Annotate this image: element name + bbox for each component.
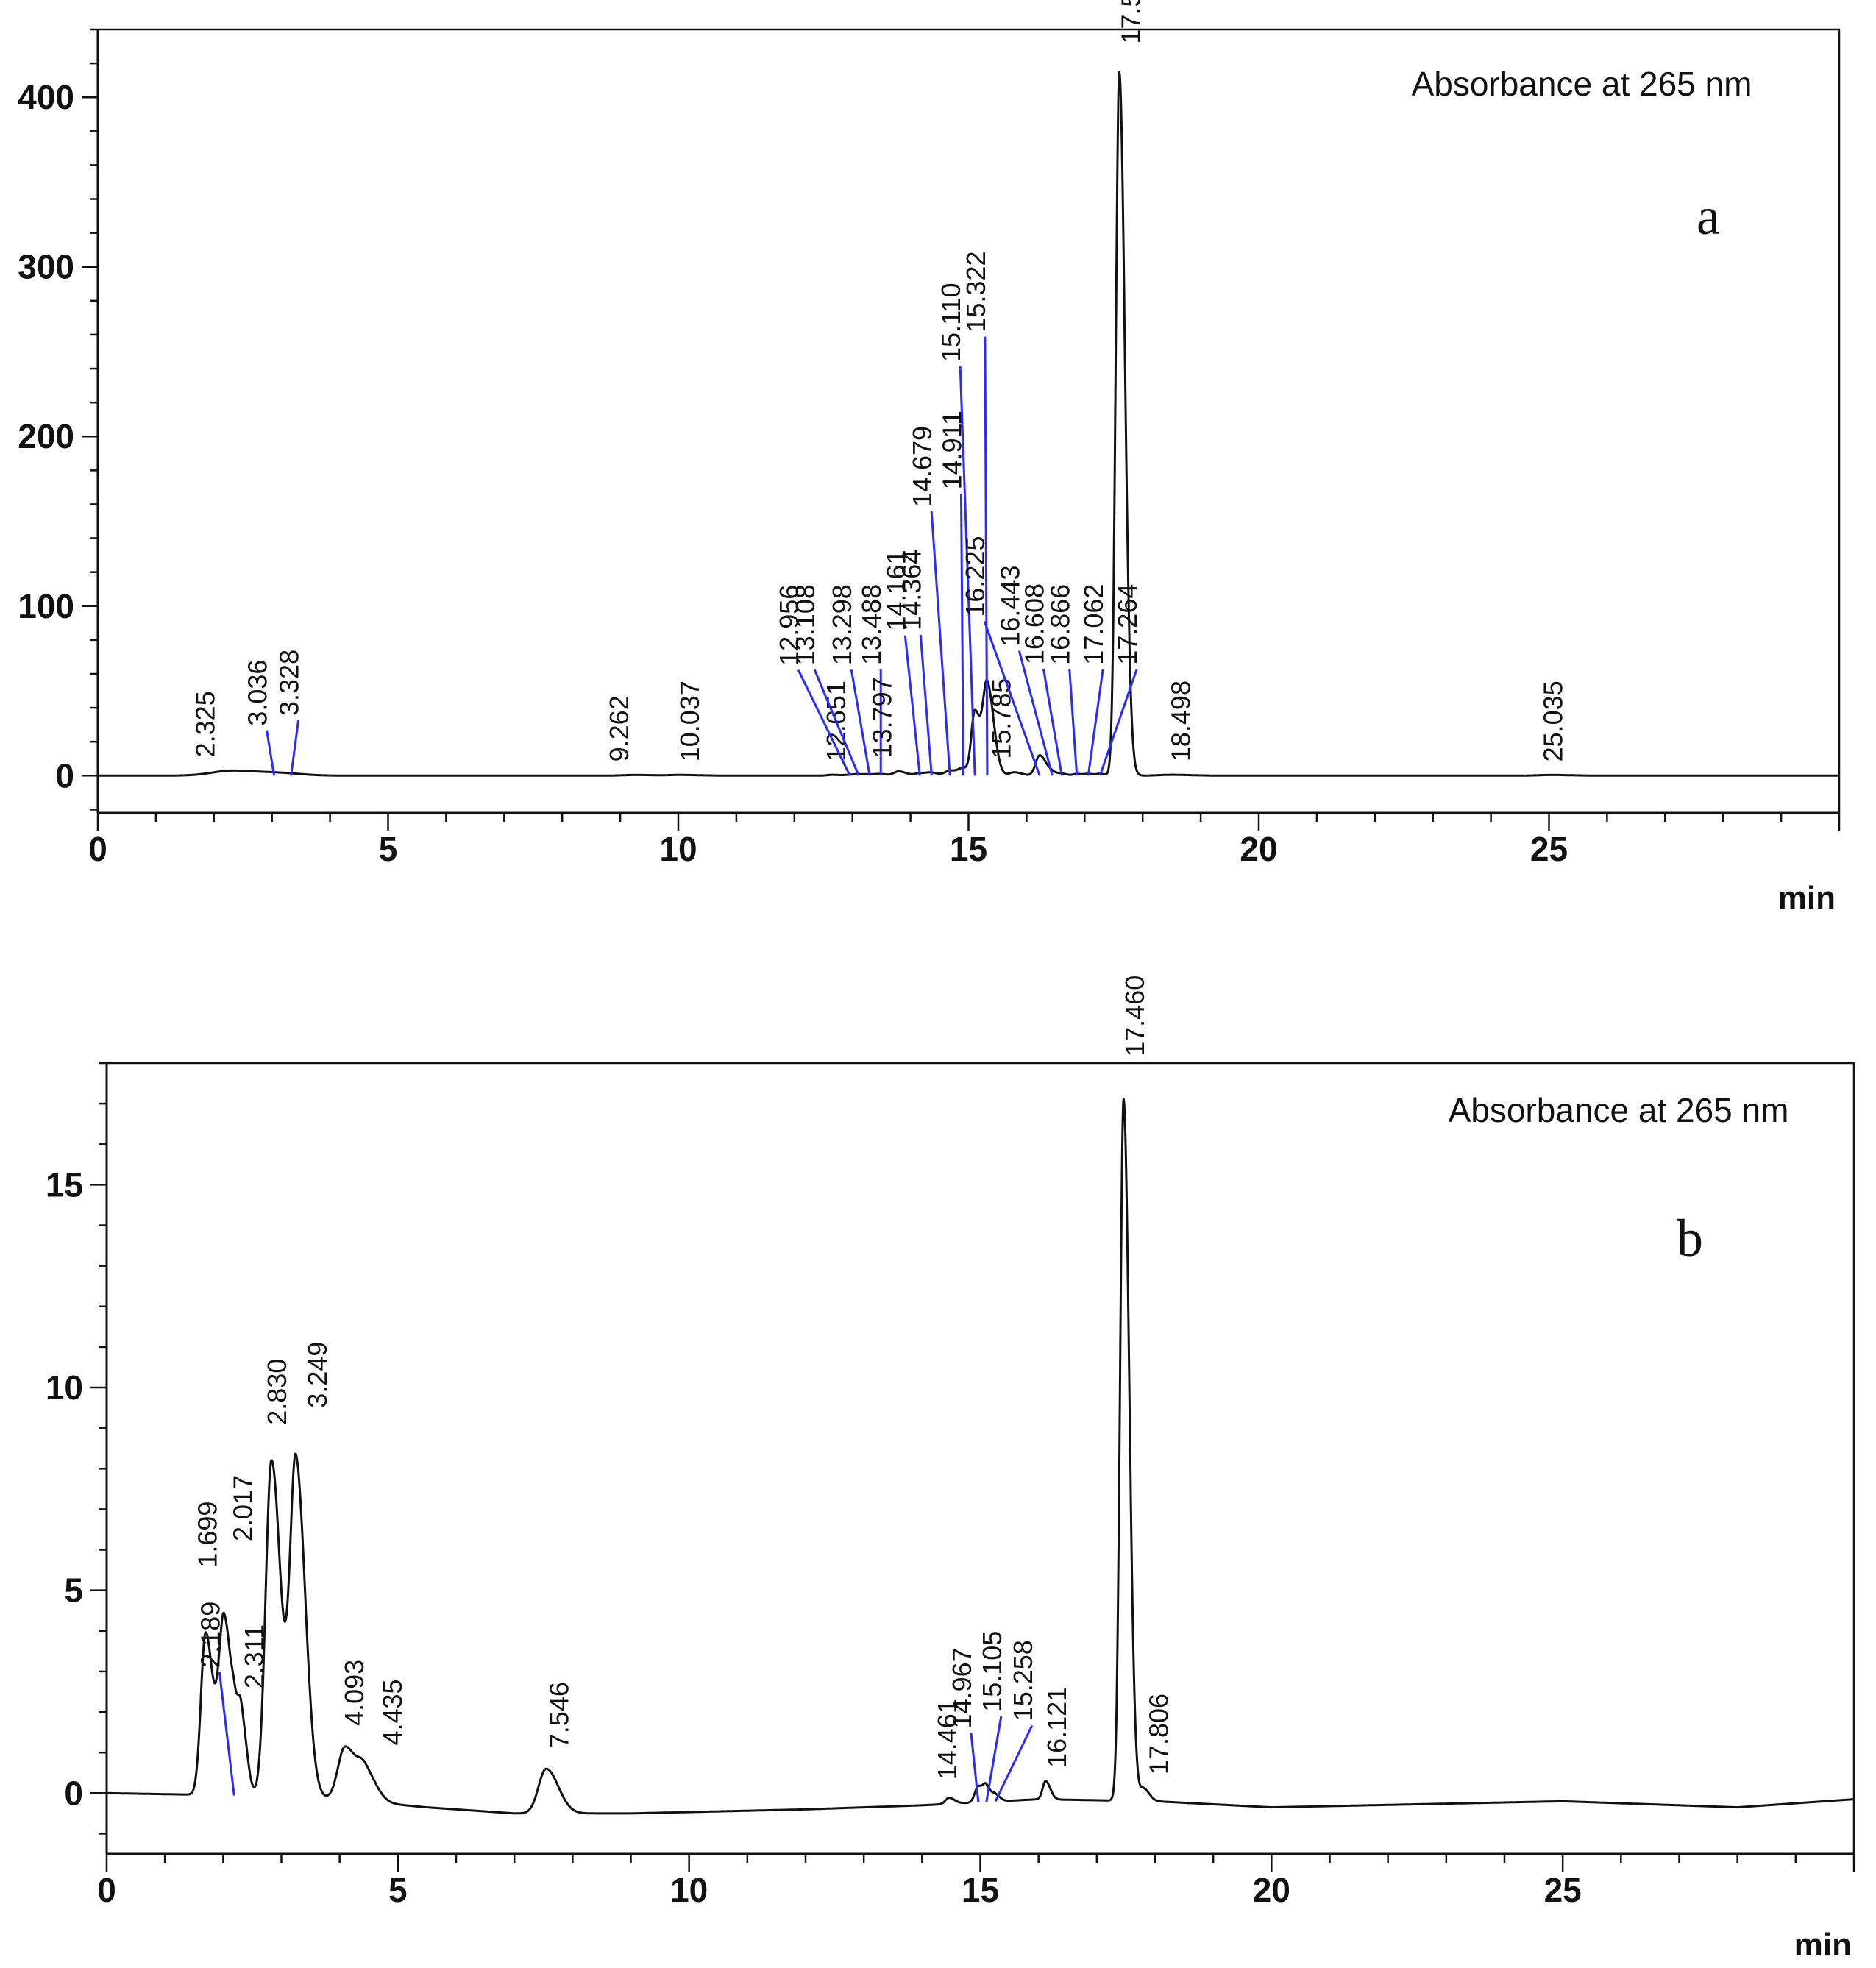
peak-leader-line bbox=[994, 1724, 1034, 1802]
peak-label: 13.108 bbox=[790, 584, 820, 665]
peak-label: 12.956 bbox=[774, 585, 804, 666]
peak-leader-line bbox=[797, 669, 851, 776]
peak-label: 10.037 bbox=[675, 681, 705, 761]
x-tick-label: 10 bbox=[670, 1871, 708, 1909]
peak-leader-line bbox=[959, 366, 976, 776]
peak-label: 15.110 bbox=[936, 283, 966, 362]
peak-label: 16.443 bbox=[995, 566, 1025, 647]
y-tick-label: 5 bbox=[64, 1571, 83, 1610]
x-tick-label: 25 bbox=[1530, 830, 1568, 868]
x-tick-label: 0 bbox=[97, 1871, 116, 1909]
chart-title: Absorbance at 265 nm bbox=[1412, 65, 1752, 103]
peak-label: 17.597 bbox=[1115, 0, 1145, 44]
peak-label: 4.435 bbox=[377, 1679, 408, 1745]
peak-label: 16.608 bbox=[1019, 583, 1049, 664]
peak-label: 13.298 bbox=[827, 584, 857, 665]
peak-leader-line bbox=[959, 494, 964, 776]
chart-panel-a: 0 5 10 15 20 25 0 100 200 300 400 min Absorbance at … bbox=[18, 0, 1841, 916]
peak-label: 15.105 bbox=[977, 1631, 1007, 1712]
peak-leader-line bbox=[930, 511, 951, 776]
chromatogram-trace bbox=[105, 1098, 1855, 1815]
peak-label: 3.328 bbox=[274, 650, 305, 716]
peak-leader-line bbox=[266, 730, 276, 776]
y-tick-label: 10 bbox=[46, 1368, 83, 1407]
peak-label: 13.488 bbox=[856, 584, 887, 665]
chart-title: Absorbance at 265 nm bbox=[1449, 1091, 1789, 1129]
peak-leader-line bbox=[919, 634, 933, 776]
peak-label: 25.035 bbox=[1538, 681, 1568, 761]
y-tick-label: 0 bbox=[64, 1774, 83, 1812]
x-tick-label: 5 bbox=[379, 830, 398, 868]
plot-frame bbox=[98, 28, 1841, 813]
peak-label: 1.699 bbox=[193, 1502, 223, 1568]
peak-label: 14.461 bbox=[932, 1699, 962, 1780]
plot-frame bbox=[107, 1062, 1855, 1854]
x-tick-label: 5 bbox=[388, 1871, 408, 1909]
peak-leader-line bbox=[813, 669, 860, 776]
peak-label: 15.322 bbox=[961, 252, 991, 333]
panel-letter: a bbox=[1696, 187, 1720, 246]
chromatogram-trace bbox=[96, 71, 1841, 777]
peak-label: 16.121 bbox=[1042, 1687, 1072, 1768]
peak-leader-line bbox=[1068, 669, 1079, 776]
peak-label: 17.806 bbox=[1144, 1694, 1174, 1775]
peak-label: 15.785 bbox=[986, 678, 1016, 759]
y-tick-label: 400 bbox=[18, 78, 74, 116]
peak-label: 14.967 bbox=[947, 1647, 977, 1728]
peak-label: 14.161 bbox=[881, 550, 911, 630]
peak-label: 17.062 bbox=[1079, 584, 1109, 665]
peak-label: 2.325 bbox=[190, 691, 220, 757]
x-tick-label: 15 bbox=[962, 1871, 999, 1909]
peak-label: 15.258 bbox=[1008, 1640, 1038, 1721]
peak-label: 18.498 bbox=[1165, 681, 1195, 761]
panel-letter: b bbox=[1677, 1209, 1703, 1268]
peak-leader-line bbox=[1042, 668, 1063, 776]
peak-label: 3.036 bbox=[243, 660, 273, 726]
peak-leader-line bbox=[1087, 669, 1104, 776]
peak-leader-line bbox=[1098, 669, 1138, 776]
x-tick-label: 0 bbox=[88, 830, 107, 868]
x-axis-label: min bbox=[1778, 880, 1836, 916]
peak-label: 9.262 bbox=[604, 695, 634, 761]
peak-leader-line bbox=[218, 1672, 235, 1796]
peak-label: 14.364 bbox=[896, 550, 926, 630]
x-tick-label: 10 bbox=[659, 830, 697, 868]
peak-label: 17.264 bbox=[1112, 584, 1143, 665]
peak-label: 13.797 bbox=[867, 677, 898, 758]
peak-leader-line bbox=[985, 1716, 1003, 1802]
peak-leader-line bbox=[984, 336, 989, 776]
y-tick-label: 100 bbox=[18, 587, 74, 625]
peak-leader-line bbox=[1017, 650, 1054, 776]
x-tick-label: 15 bbox=[950, 830, 987, 868]
peak-label: 3.249 bbox=[302, 1342, 333, 1408]
x-axis-label: min bbox=[1794, 1927, 1852, 1963]
y-tick-label: 200 bbox=[18, 417, 74, 455]
peak-label: 14.679 bbox=[907, 426, 937, 507]
y-tick-label: 0 bbox=[55, 756, 74, 795]
peak-label: 16.866 bbox=[1045, 584, 1076, 665]
peak-label: 2.830 bbox=[262, 1359, 292, 1425]
peak-leader-line bbox=[850, 669, 871, 776]
peak-label: 4.093 bbox=[339, 1660, 369, 1726]
chart-panel-b: 0 5 10 15 20 25 0 5 10 15 min Absorbance at 265 nm b… bbox=[46, 976, 1855, 1963]
peak-label: 16.225 bbox=[960, 536, 990, 617]
peak-label: 2.311 bbox=[239, 1624, 269, 1688]
y-tick-label: 15 bbox=[46, 1165, 83, 1204]
x-tick-label: 20 bbox=[1253, 1871, 1290, 1909]
peak-leader-line bbox=[970, 1733, 980, 1803]
peak-leader-line bbox=[290, 720, 300, 776]
peak-label: 17.460 bbox=[1120, 976, 1150, 1056]
peak-label: 2.189 bbox=[195, 1602, 225, 1668]
x-tick-label: 25 bbox=[1544, 1871, 1582, 1909]
peak-label: 7.546 bbox=[544, 1682, 574, 1748]
peak-label: 2.017 bbox=[228, 1475, 258, 1541]
x-tick-label: 20 bbox=[1240, 830, 1277, 868]
y-tick-label: 300 bbox=[18, 248, 74, 286]
peak-leader-line bbox=[903, 635, 921, 776]
peak-leader-line bbox=[983, 621, 1041, 776]
